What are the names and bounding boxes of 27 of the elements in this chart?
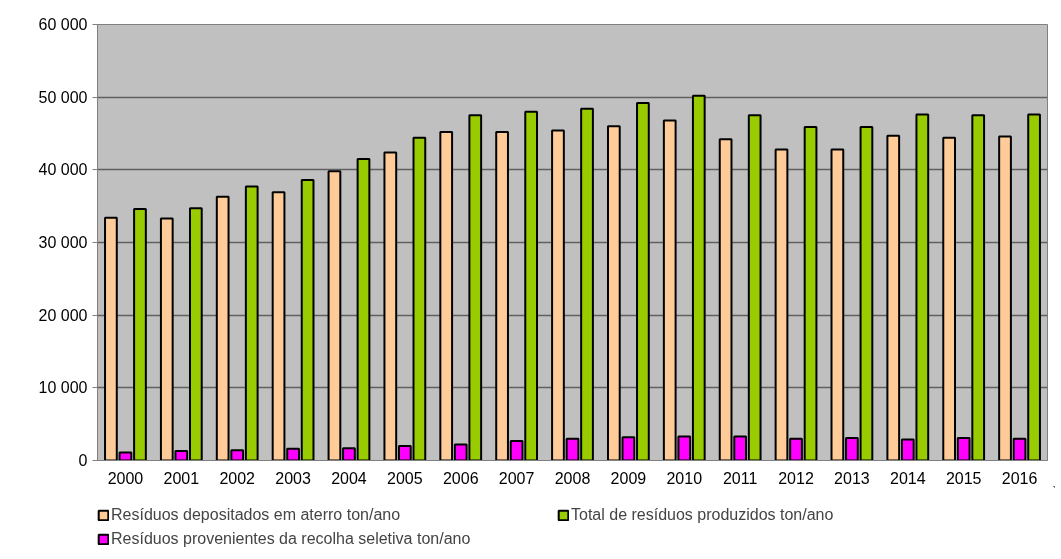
y-tick-label: 20 000 [38,306,88,324]
x-tick-label: 2006 [442,469,479,487]
x-tick-label: 2001 [163,469,200,487]
x-tick-label: 2009 [610,469,647,487]
x-tick-label: 2013 [834,469,870,487]
y-tick-label: 40 000 [38,161,88,179]
x-tick-label: 2007 [498,469,535,487]
x-tick-label: 2008 [554,469,591,487]
x-tick-label: 2000 [107,469,144,487]
y-tick-label: 30 000 [38,234,88,251]
x-tick-label: 2016 [1001,469,1038,487]
x-tick-label: 2015 [945,469,982,487]
x-tick-label: 2005 [387,469,423,487]
x-tick-label: 2004 [331,469,367,487]
y-tick-label: 60 000 [38,16,88,33]
legend-label: Resíduos provenientes da recolha seletiva ton/ano [111,530,472,548]
x-tick-label: 2010 [666,469,703,487]
x-tick-label: 2014 [890,469,926,487]
y-tick-label: 50 000 [38,88,88,106]
legend-label: Resíduos depositados em aterro ton/ano [111,506,402,524]
y-tick-label: 0 [78,452,88,469]
legend-label: Total de resíduos produzidos ton/ano [571,506,835,524]
x-tick-label: 2003 [275,469,311,487]
x-tick-label: 2002 [219,469,256,487]
x-tick-label: 2011 [722,469,758,487]
x-tick-label: 2012 [778,469,814,487]
y-tick-label: 10 000 [38,379,88,397]
